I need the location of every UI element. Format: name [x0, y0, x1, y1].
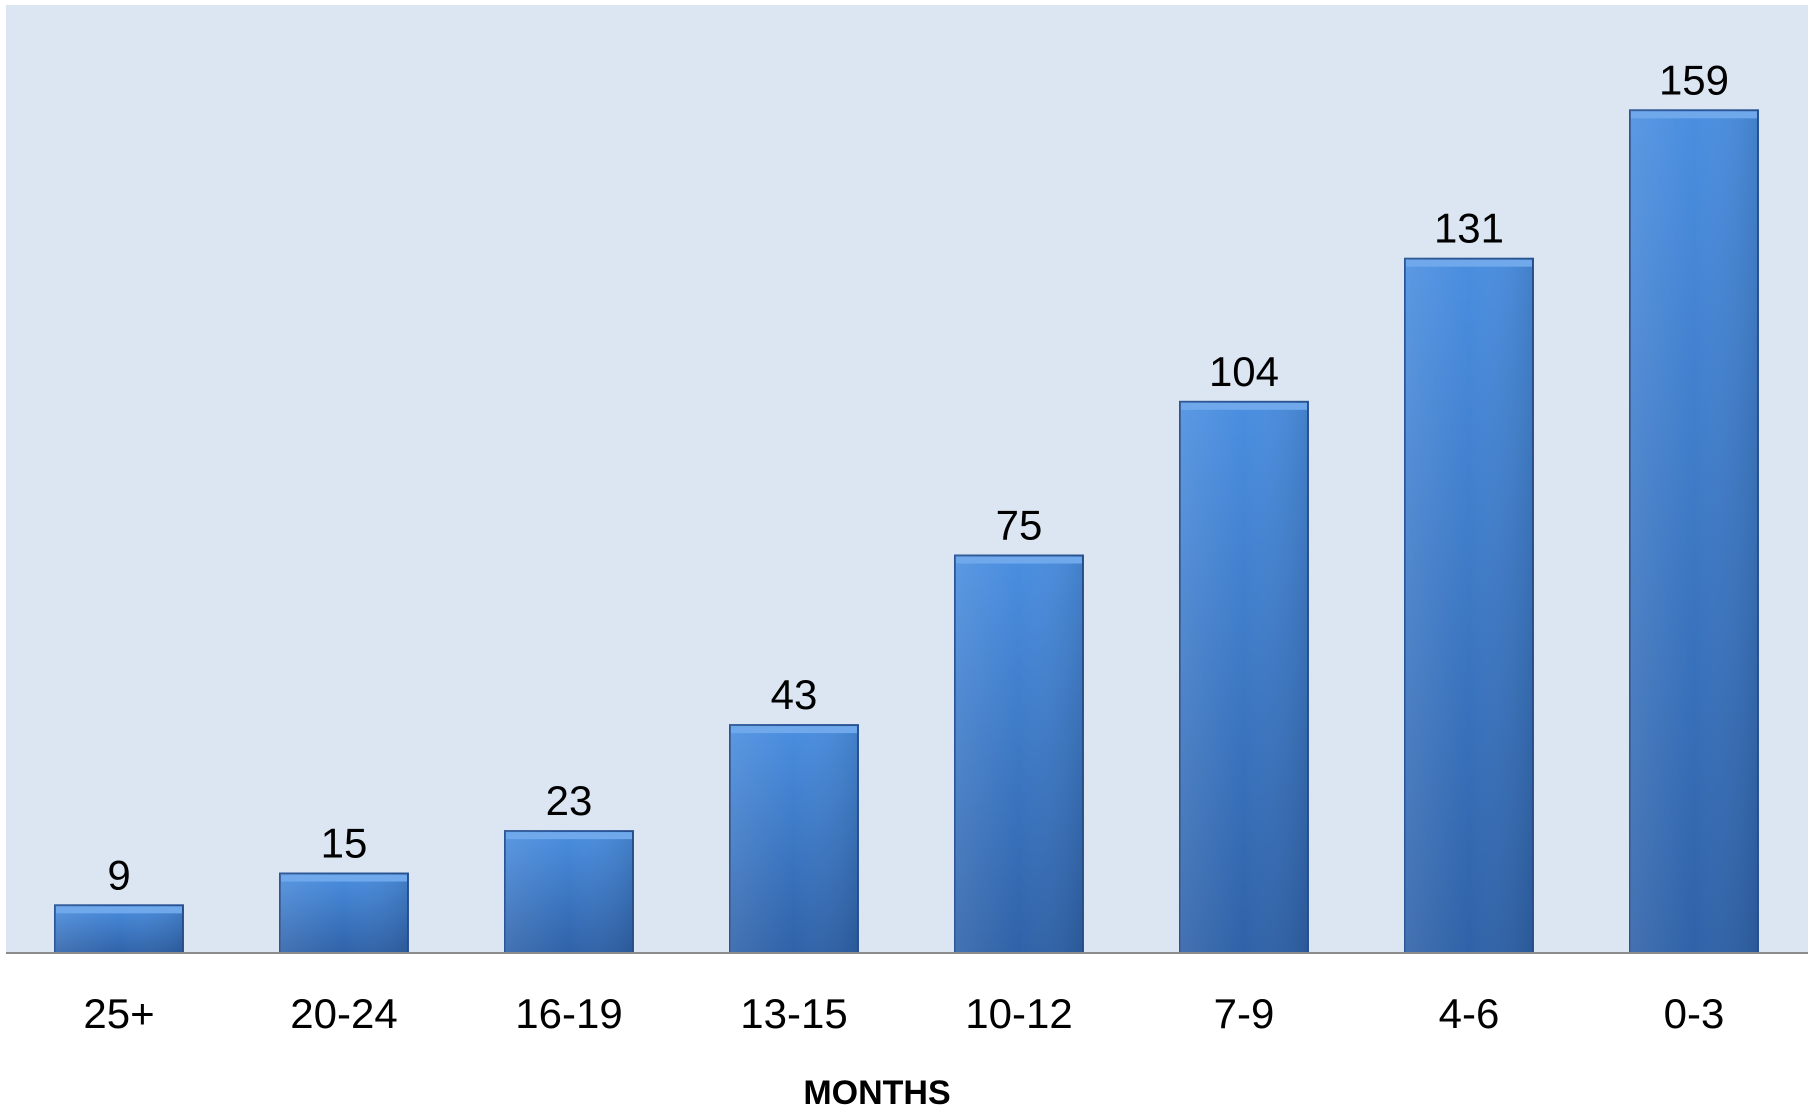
bar-25+	[54, 904, 184, 954]
bar-bevel	[1406, 259, 1532, 267]
plot-area	[6, 5, 1808, 953]
bar-16-19	[504, 830, 634, 954]
bar-bevel	[506, 832, 632, 840]
x-tick-label-10-12: 10-12	[965, 990, 1072, 1037]
data-label-7-9: 104	[1209, 348, 1279, 395]
data-label-13-15: 43	[771, 671, 818, 718]
bar-sheen	[730, 725, 858, 953]
x-tick-label-20-24: 20-24	[290, 990, 397, 1037]
bar-bevel	[1181, 402, 1307, 410]
x-tick-label-0-3: 0-3	[1664, 990, 1725, 1037]
bar-4-6	[1404, 257, 1534, 954]
data-label-4-6: 131	[1434, 205, 1504, 252]
bar-sheen	[505, 831, 633, 953]
data-label-25+: 9	[107, 851, 130, 898]
x-tick-label-7-9: 7-9	[1214, 990, 1275, 1037]
bar-bevel	[731, 726, 857, 734]
bar-sheen	[280, 873, 408, 953]
bar-sheen	[1405, 258, 1533, 953]
bar-sheen	[1630, 110, 1758, 954]
x-tick-label-16-19: 16-19	[515, 990, 622, 1037]
x-tick-label-13-15: 13-15	[740, 990, 847, 1037]
x-tick-label-25+: 25+	[83, 990, 154, 1037]
data-label-20-24: 15	[321, 820, 368, 867]
bar-13-15	[729, 724, 859, 954]
bar-bevel	[956, 556, 1082, 564]
bar-20-24	[279, 872, 409, 954]
bar-10-12	[954, 554, 1084, 954]
data-label-0-3: 159	[1659, 56, 1729, 103]
x-tick-label-4-6: 4-6	[1439, 990, 1500, 1037]
bar-0-3	[1629, 109, 1759, 955]
bar-bevel	[1631, 111, 1757, 119]
bar-bevel	[56, 906, 182, 914]
data-label-10-12: 75	[996, 502, 1043, 549]
bar-bevel	[281, 874, 407, 882]
bar-sheen	[955, 555, 1083, 953]
bar-7-9	[1179, 400, 1309, 954]
bar-sheen	[1180, 401, 1308, 953]
x-axis-title: MONTHS	[803, 1074, 950, 1111]
data-label-16-19: 23	[546, 777, 593, 824]
